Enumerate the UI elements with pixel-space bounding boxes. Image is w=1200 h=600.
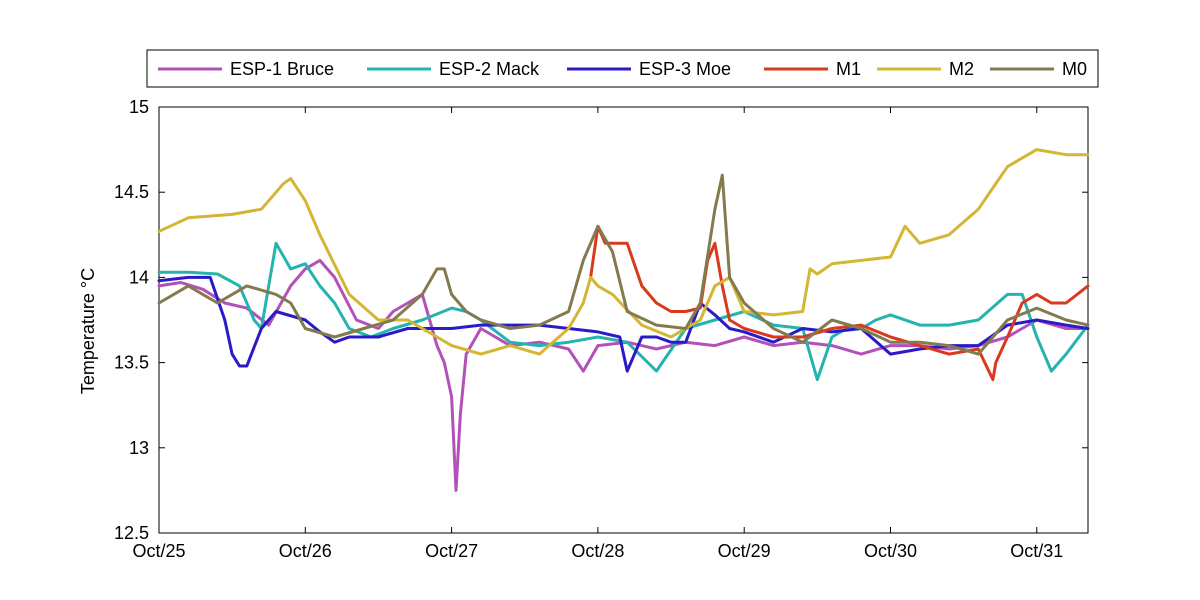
legend-label: M0 [1062,59,1087,79]
legend-label: ESP-1 Bruce [230,59,334,79]
y-tick-label: 13.5 [114,353,149,373]
legend: ESP-1 Bruce ESP-2 Mack ESP-3 Moe M1 M2 M0 [146,49,1099,88]
legend-label: ESP-2 Mack [439,59,540,79]
legend-label: ESP-3 Moe [639,59,731,79]
x-tick-label: Oct/30 [864,541,917,561]
series-lines [157,148,1090,492]
legend-item: M2 [877,59,974,79]
legend-items: ESP-1 Bruce ESP-2 Mack ESP-3 Moe M1 M2 M0 [158,59,1087,79]
legend-item: ESP-1 Bruce [158,59,334,79]
y-tick-label: 12.5 [114,523,149,543]
x-tick-label: Oct/25 [132,541,185,561]
legend-label: M2 [949,59,974,79]
x-axis-ticks: Oct/25 Oct/26 Oct/27 Oct/28 Oct/29 Oct/30 Oct/… [132,107,1063,561]
legend-label: M1 [836,59,861,79]
series-line-esp-2-mack [157,241,1090,382]
legend-item: M0 [990,59,1087,79]
y-tick-label: 14.5 [114,182,149,202]
series-line-m0 [157,173,1090,356]
y-axis-label: Temperature °C [78,268,98,394]
plot-frame [158,106,1089,534]
series-line-m1 [589,224,1090,382]
series-line-esp-3-moe [157,275,1090,373]
legend-item: M1 [764,59,861,79]
y-tick-label: 13 [129,438,149,458]
y-tick-label: 15 [129,97,149,117]
x-tick-label: Oct/31 [1010,541,1063,561]
legend-item: ESP-3 Moe [567,59,731,79]
y-axis-ticks: 12.5 13 13.5 14 14.5 15 [114,97,1088,543]
x-tick-label: Oct/29 [718,541,771,561]
legend-item: ESP-2 Mack [367,59,540,79]
y-tick-label: 14 [129,267,149,287]
x-tick-label: Oct/28 [571,541,624,561]
x-tick-label: Oct/27 [425,541,478,561]
x-tick-label: Oct/26 [279,541,332,561]
